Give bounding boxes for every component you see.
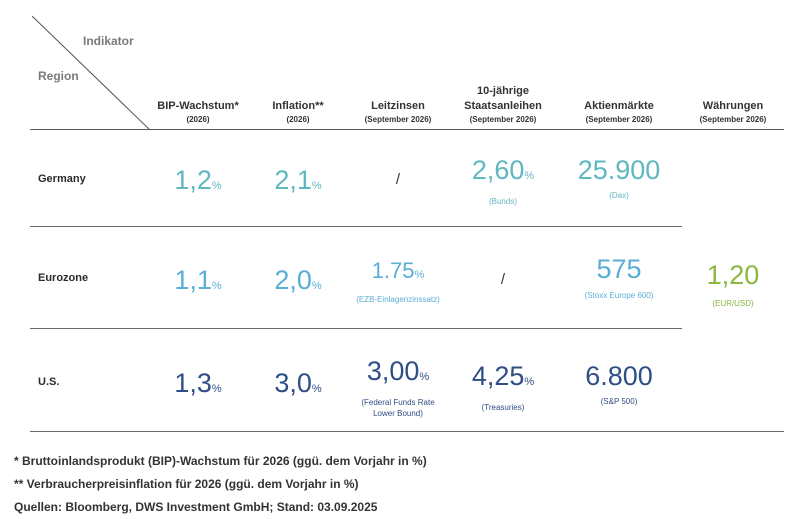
us-gdp-cell: 1,3% [148,368,248,404]
col-header-equities: Aktienmärkte (September 2026) [564,100,674,125]
col-header-gdp: BIP-Wachstum* (2026) [148,100,248,125]
corner-indicator-label: Indikator [83,34,134,48]
col-header-rates-title: Leitzinsen [371,100,425,112]
us-equities-note: (S&P 500) [600,397,638,406]
col-header-inflation: Inflation** (2026) [248,100,348,125]
eurozone-rates-value: 1.75 [371,258,415,283]
col-header-currency: Währungen (September 2026) [683,100,783,125]
us-gdp-unit: % [211,383,222,395]
germany-gdp-value: 1,2 [174,165,212,195]
corner-region-label: Region [38,69,79,83]
col-header-equities-sub: (September 2026) [585,115,653,124]
eurozone-rates-cell: 1.75% (EZB-Einlagenzinssatz) [343,256,453,305]
germany-gdp-cell: 1,2% [148,165,248,201]
us-gdp-value: 1,3 [174,368,212,398]
germany-bonds-note: (Bunds) [488,197,517,206]
germany-inflation-cell: 2,1% [248,165,348,201]
us-rates-unit: % [419,371,430,383]
col-header-gdp-title: BIP-Wachstum* [157,100,239,112]
eurozone-currency-value: 1,20 [706,260,760,290]
col-header-rates: Leitzinsen (September 2026) [348,100,448,125]
eurozone-gdp-unit: % [211,280,222,292]
eurozone-bonds-cell: / [500,271,506,288]
eurozone-rates-note: (EZB-Einlagenzinssatz) [356,295,440,304]
us-rates-value: 3,00 [366,356,420,386]
eurozone-equities-cell: 575 (Stoxx Europe 600) [564,254,674,301]
eurozone-currency-cell: 1,20 (EUR/USD) [683,260,783,309]
col-header-currency-sub: (September 2026) [699,115,767,124]
row-label-eurozone: Eurozone [38,272,89,284]
row-divider-2 [30,328,682,329]
col-header-bonds: 10-jährige Staatsanleihen (September 202… [448,85,558,125]
us-inflation-cell: 3,0% [248,368,348,404]
germany-equities-cell: 25.900 (Dax) [564,155,674,201]
germany-bonds-value: 2,60 [471,155,525,185]
us-equities-value: 6.800 [585,361,653,391]
germany-gdp-unit: % [211,180,222,192]
germany-equities-note: (Dax) [609,191,629,200]
us-equities-cell: 6.800 (S&P 500) [564,361,674,407]
us-rates-note-2: Lower Bound) [373,409,423,418]
us-rates-note: (Federal Funds Rate [361,398,435,407]
germany-bonds-cell: 2,60% (Bunds) [453,155,553,207]
us-rates-cell: 3,00% (Federal Funds Rate Lower Bound) [343,356,453,419]
row-label-germany: Germany [38,173,86,185]
germany-inflation-unit: % [311,180,322,192]
germany-inflation-value: 2,1 [274,165,312,195]
eurozone-gdp-value: 1,1 [174,265,212,295]
eurozone-inflation-unit: % [311,280,322,292]
col-header-equities-title: Aktienmärkte [584,100,654,112]
eurozone-inflation-cell: 2,0% [248,265,348,301]
eurozone-inflation-value: 2,0 [274,265,312,295]
corner-diagonal [31,15,151,131]
eurozone-equities-value: 575 [596,254,642,284]
eurozone-gdp-cell: 1,1% [148,265,248,301]
germany-rates-cell: / [395,171,401,188]
table-bottom-rule [30,431,784,432]
col-header-currency-title: Währungen [702,100,764,112]
eurozone-rates-unit: % [414,269,425,281]
germany-bonds-unit: % [524,170,535,182]
eurozone-currency-note: (EUR/USD) [712,299,754,308]
col-header-bonds-title: 10-jährige [477,85,529,97]
row-divider-1 [30,226,682,227]
germany-equities-value: 25.900 [577,155,661,185]
footnote-inflation: ** Verbraucherpreisinflation für 2026 (g… [14,477,359,491]
us-bonds-note: (Treasuries) [481,403,525,412]
col-header-bonds-sub: (September 2026) [469,115,537,124]
footnote-gdp: * Bruttoinlandsprodukt (BIP)-Wachstum fü… [14,454,427,468]
col-header-gdp-sub: (2026) [186,115,210,124]
col-header-rates-sub: (September 2026) [364,115,432,124]
us-inflation-value: 3,0 [274,368,312,398]
row-label-us: U.S. [38,376,60,388]
col-header-inflation-sub: (2026) [286,115,310,124]
us-bonds-cell: 4,25% (Treasuries) [453,361,553,413]
col-header-inflation-title: Inflation** [272,100,324,112]
header-divider [30,129,784,130]
footnote-sources: Quellen: Bloomberg, DWS Investment GmbH;… [14,500,378,514]
us-inflation-unit: % [311,383,322,395]
us-bonds-value: 4,25 [471,361,525,391]
eurozone-equities-note: (Stoxx Europe 600) [584,291,654,300]
us-bonds-unit: % [524,376,535,388]
col-header-bonds-title-2: Staatsanleihen [464,100,542,112]
